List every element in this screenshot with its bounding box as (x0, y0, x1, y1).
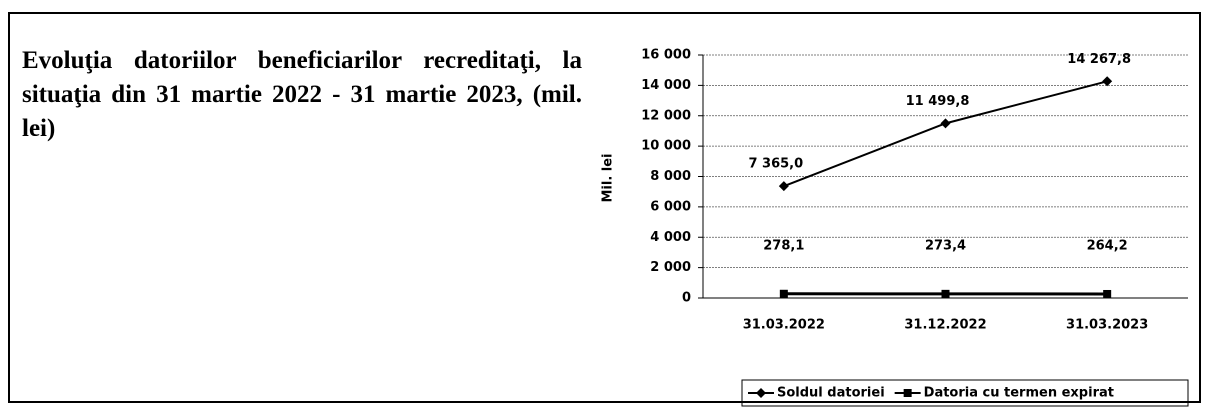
y-tick-label: 10 000 (641, 139, 691, 154)
chart-title: Evoluţia datoriilor beneficiarilor recre… (22, 47, 582, 142)
point (778, 181, 789, 192)
data-label: 7 365,0 (748, 157, 803, 172)
legend-label: Soldul datoriei (777, 386, 885, 401)
y-tick-label: 12 000 (641, 108, 691, 123)
y-tick-label: 4 000 (650, 230, 691, 245)
y-tick-label: 14 000 (641, 78, 691, 93)
y-tick-label: 16 000 (641, 48, 691, 63)
data-label: 11 499,8 (906, 94, 970, 109)
legend-label: Datoria cu termen expirat (924, 386, 1114, 401)
y-tick-label: 8 000 (650, 169, 691, 184)
point (1102, 76, 1113, 87)
data-label: 273,4 (925, 238, 966, 253)
y-tick-label: 0 (682, 291, 691, 306)
data-label: 278,1 (763, 238, 804, 253)
point (779, 289, 788, 298)
x-tick-label: 31.03.2023 (1066, 318, 1148, 333)
point (940, 118, 951, 129)
data-label: 264,2 (1087, 238, 1128, 253)
point (903, 389, 912, 397)
y-tick-label: 6 000 (650, 199, 691, 214)
data-label: 14 267,8 (1067, 52, 1131, 67)
point (941, 289, 950, 298)
point (1103, 289, 1112, 298)
y-axis-label: Mil. lei (601, 153, 616, 202)
x-tick-label: 31.03.2022 (743, 318, 825, 333)
x-tick-label: 31.12.2022 (904, 318, 986, 333)
point (756, 388, 766, 398)
y-tick-label: 2 000 (650, 260, 691, 275)
frame (8, 12, 1201, 403)
legend-box (741, 379, 1189, 407)
